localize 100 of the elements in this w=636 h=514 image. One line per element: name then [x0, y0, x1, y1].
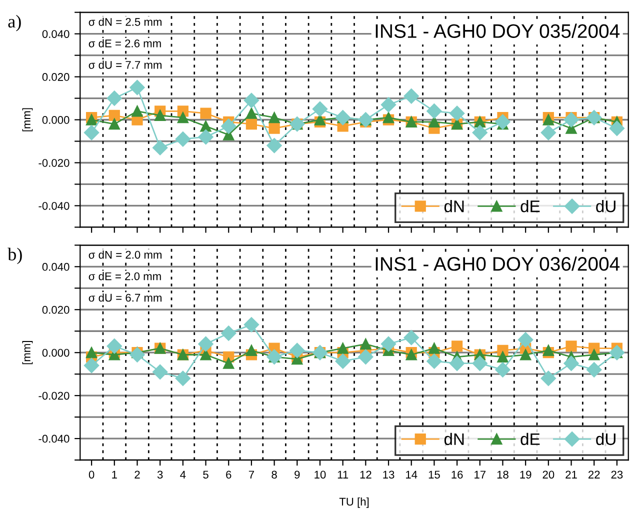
annotation: σ dU = 6.7 mm: [88, 294, 162, 302]
point: [540, 125, 556, 140]
point: [84, 358, 100, 374]
point: [360, 338, 372, 350]
x-tick-label: 13: [383, 470, 394, 479]
point: [404, 330, 419, 346]
point: [200, 108, 212, 119]
legend-label: dN: [444, 200, 464, 212]
x-tick-label: 0: [88, 470, 94, 479]
legend-label: dU: [596, 432, 616, 446]
point: [451, 340, 463, 352]
point: [449, 356, 465, 371]
point: [586, 362, 602, 378]
x-tick-label: 10: [314, 470, 326, 479]
point: [542, 344, 554, 356]
point: [268, 112, 280, 124]
y-tick-label: -0.040: [38, 202, 70, 210]
y-tick-label: 0.040: [42, 262, 70, 271]
point: [335, 354, 350, 369]
point: [108, 118, 120, 130]
x-tick-label: 21: [566, 470, 577, 478]
x-tick-label: 15: [428, 470, 440, 479]
chart-title: INS1 - AGH0 DOY 036/2004: [376, 256, 620, 271]
x-tick-label: 18: [497, 470, 508, 479]
point: [609, 120, 625, 136]
x-tick-label: 23: [611, 470, 623, 479]
point: [268, 122, 280, 134]
point: [175, 132, 190, 147]
annotation: σ dE = 2.6 mm: [88, 39, 161, 48]
point: [404, 88, 419, 104]
legend-label: dU: [596, 200, 616, 212]
x-tick-label: 14: [406, 470, 418, 478]
point: [266, 138, 282, 154]
point: [246, 108, 258, 119]
point: [106, 90, 122, 106]
point: [130, 347, 145, 362]
point: [426, 104, 442, 119]
x-tick-label: 4: [180, 470, 186, 478]
point: [472, 125, 488, 140]
point: [495, 362, 510, 378]
point: [588, 349, 600, 360]
point: [428, 342, 440, 354]
y-tick-label: -0.040: [38, 434, 70, 443]
point: [177, 112, 188, 124]
point: [290, 342, 305, 358]
point: [200, 349, 212, 360]
point: [132, 106, 143, 117]
point: [221, 326, 236, 341]
legend-label: dN: [444, 432, 464, 446]
x-axis-title: TU [h]: [339, 497, 369, 508]
point: [246, 118, 258, 130]
point: [428, 116, 440, 128]
point: [497, 351, 508, 362]
point: [130, 80, 145, 96]
point: [540, 370, 556, 386]
text: b): [8, 248, 22, 264]
annotation: σ dN = 2.0 mm: [88, 250, 162, 259]
point: [198, 129, 214, 145]
y-tick-label: 0.000: [42, 116, 70, 124]
point: [518, 332, 534, 348]
point: [380, 336, 396, 352]
point: [566, 340, 577, 352]
point: [223, 358, 234, 369]
point: [84, 125, 100, 140]
point: [472, 356, 488, 371]
point: [520, 349, 532, 360]
y-tick-label: 0.020: [42, 73, 70, 81]
x-tick-label: 19: [520, 470, 532, 479]
point: [152, 364, 168, 380]
x-tick-label: 8: [272, 470, 277, 479]
point: [449, 106, 465, 121]
x-tick-label: 2: [134, 470, 140, 478]
annotation: σ dN = 2.5 mm: [88, 18, 162, 26]
x-tick-label: 7: [248, 470, 254, 478]
point: [86, 347, 98, 358]
x-tick-label: 22: [588, 470, 600, 478]
y-tick-label: 0.000: [42, 348, 70, 357]
text: a): [8, 14, 21, 32]
y-tick-label: -0.020: [38, 392, 70, 400]
point: [244, 92, 260, 108]
x-tick-label: 17: [474, 470, 486, 478]
x-tick-label: 1: [112, 470, 117, 478]
x-tick-label: 5: [203, 470, 208, 479]
y-tick-label: 0.040: [42, 30, 70, 38]
x-tick-label: 6: [226, 470, 232, 479]
point: [380, 97, 396, 112]
point: [312, 101, 328, 117]
legend-label: dE: [520, 200, 540, 212]
point: [198, 336, 214, 352]
annotation: σ dU = 7.7 mm: [88, 60, 162, 69]
x-tick-label: 16: [452, 470, 463, 479]
point: [358, 349, 374, 364]
point: [154, 110, 166, 122]
x-tick-label: 3: [157, 470, 163, 479]
x-tick-label: 9: [294, 470, 300, 479]
annotation: σ dE = 2.0 mm: [88, 272, 161, 280]
point: [564, 112, 579, 128]
point: [337, 342, 348, 354]
y-axis-title: [mm]: [22, 341, 33, 364]
point: [106, 338, 122, 354]
